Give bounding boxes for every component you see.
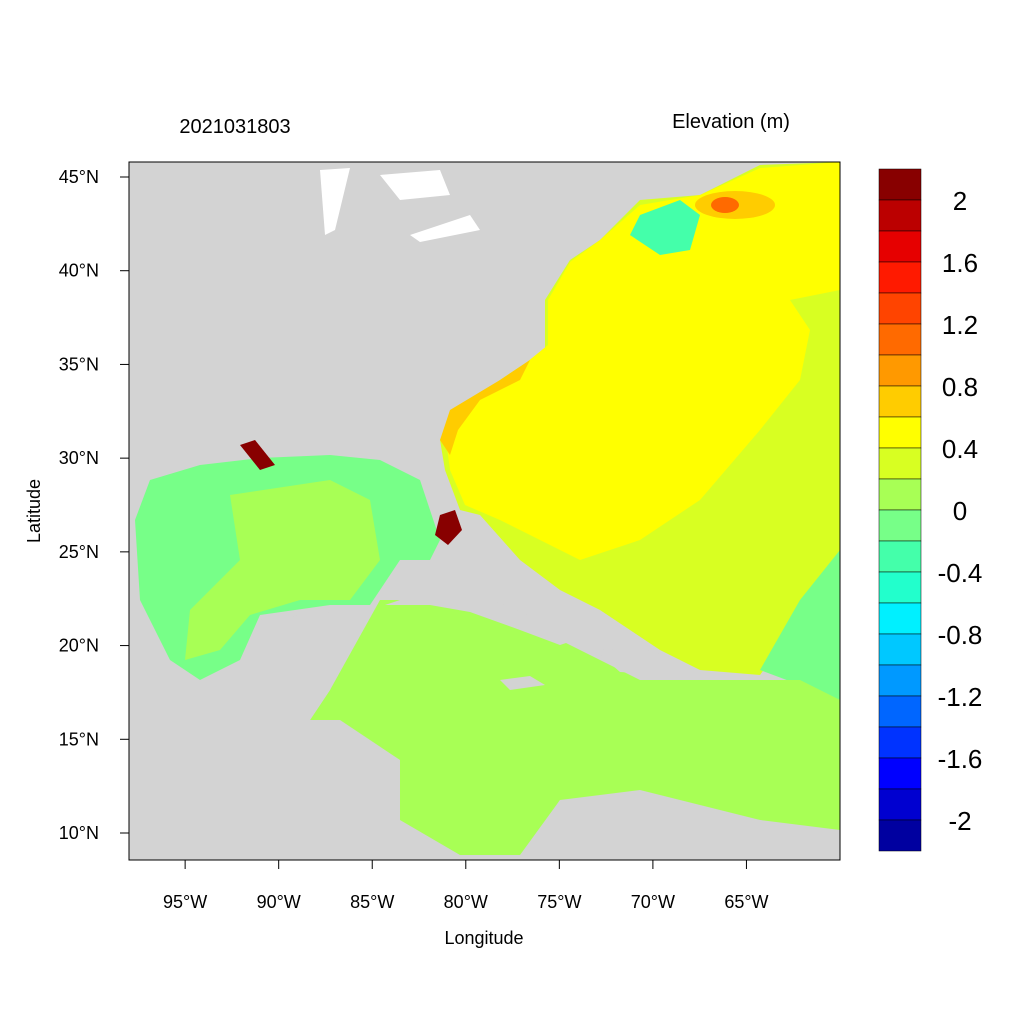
colorbar-label: 1.2 [942,310,978,340]
colorbar-label: -2 [948,806,971,836]
x-tick-label: 90°W [257,892,301,912]
colorbar-box [878,571,922,604]
cuba [385,590,575,645]
colorbar-box [878,261,922,294]
map [129,162,840,860]
colorbar-box [878,354,922,387]
colorbar-label: -1.2 [938,682,983,712]
colorbar-box [878,540,922,573]
colorbar-box [878,664,922,697]
colorbar-label: 1.6 [942,248,978,278]
colorbar-label: -1.6 [938,744,983,774]
hispaniola [595,648,680,675]
y-tick-label: 10°N [59,823,99,843]
gulf-center [185,480,380,660]
caribbean-east [760,550,840,700]
colorbar-box [878,323,922,356]
colorbar-box [878,788,922,821]
colorbar-label: 2 [953,186,967,216]
chart-title: 2021031803 [179,116,290,138]
coastal-orange [440,360,530,455]
colorbar-box [878,726,922,759]
gulf-of-maine [630,200,700,255]
colorbar-box [878,292,922,325]
colorbar-box [878,509,922,542]
louisiana-red [240,440,275,470]
colorbar-box [878,447,922,480]
colorbar-label: -0.8 [938,620,983,650]
x-tick-label: 75°W [537,892,581,912]
colorbar-title: Elevation (m) [672,111,790,133]
x-tick-label: 70°W [631,892,675,912]
y-tick-label: 45°N [59,167,99,187]
colorbar-box [878,230,922,263]
great-lakes [320,168,480,242]
x-tick-label: 65°W [724,892,768,912]
plot-frame [128,161,841,861]
y-tick-label: 40°N [59,261,99,281]
colorbar-box [878,602,922,635]
colorbar-label: 0.8 [942,372,978,402]
x-tick-label: 95°W [163,892,207,912]
colorbar-box [878,633,922,666]
colorbar-label: -0.4 [938,558,983,588]
bay-of-fundy-core [711,197,739,213]
florida-red [435,510,462,545]
jamaica [500,676,545,690]
colorbar-label: 0 [953,496,967,526]
y-tick-label: 30°N [59,448,99,468]
y-tick-label: 20°N [59,636,99,656]
y-tick-label: 35°N [59,354,99,374]
colorbar-box [878,757,922,790]
yucatan [250,612,340,720]
y-tick-label: 25°N [59,542,99,562]
x-axis-label: Longitude [444,928,523,948]
y-tick-label: 15°N [59,729,99,749]
colorbar-box [878,416,922,449]
colorbar-box [878,168,922,201]
atlantic-high [446,162,840,560]
y-axis-label: Latitude [24,479,44,543]
x-tick-label: 80°W [444,892,488,912]
colorbar-box [878,385,922,418]
colorbar-box [878,819,922,852]
colorbar-box [878,199,922,232]
caribbean [310,600,840,855]
colorbar-label: 0.4 [942,434,978,464]
south-america [520,790,840,860]
x-tick-label: 85°W [350,892,394,912]
colorbar-box [878,478,922,511]
colorbar-box [878,695,922,728]
